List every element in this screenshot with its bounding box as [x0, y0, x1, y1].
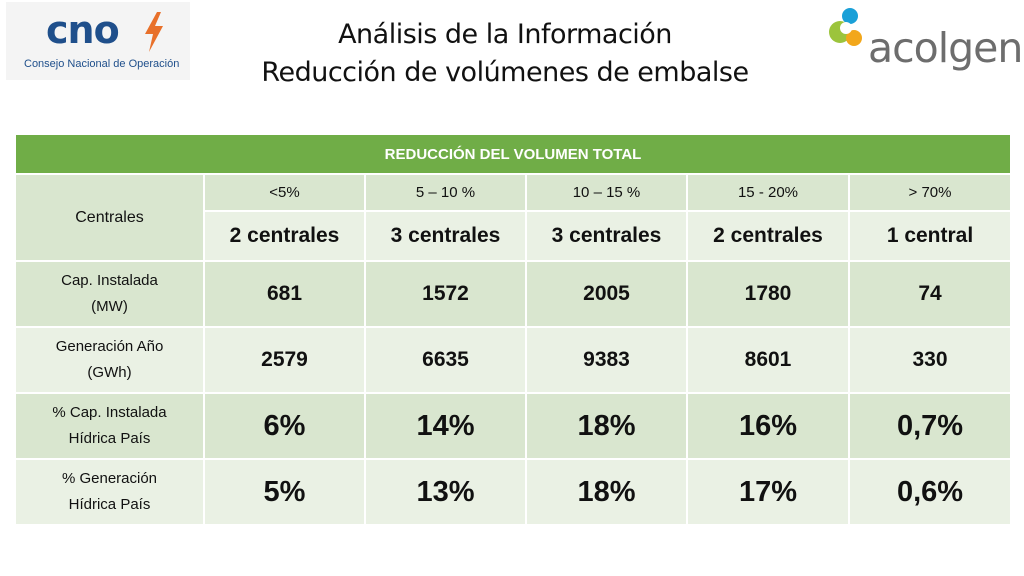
value-cell: 1780 — [686, 260, 850, 328]
table-row-counts: 2 centrales 3 centrales 3 centrales 2 ce… — [15, 210, 1013, 262]
acolgen-logo-word: acolgen — [868, 24, 1023, 72]
range-cell: 5 – 10 % — [364, 173, 527, 212]
cno-logo: cno Consejo Nacional de Operación — [6, 2, 190, 80]
value-cell: 2005 — [525, 260, 688, 328]
page-title: Análisis de la Información — [338, 19, 672, 50]
value-cell: 14% — [364, 392, 527, 460]
value-cell: 6% — [203, 392, 366, 460]
table-header: REDUCCIÓN DEL VOLUMEN TOTAL — [13, 133, 1013, 175]
cno-logo-word: cno — [46, 8, 120, 52]
lightning-bolt-icon — [145, 12, 163, 52]
acolgen-logo: acolgen — [824, 2, 1023, 78]
row-label: Cap. Instalada (MW) — [14, 260, 205, 328]
table-row-pct-cap: % Cap. Instalada Hídrica País 6% 14% 18%… — [14, 392, 1013, 460]
range-cell: <5% — [203, 173, 366, 212]
cno-logo-subtitle: Consejo Nacional de Operación — [24, 58, 180, 70]
table-row-cap-instalada: Cap. Instalada (MW) 681 1572 2005 1780 7… — [14, 260, 1013, 328]
count-cell: 1 central — [847, 210, 1013, 262]
value-cell: 9383 — [525, 326, 688, 394]
page-subtitle: Reducción de volúmenes de embalse — [261, 57, 749, 88]
value-cell: 16% — [686, 392, 850, 460]
centrales-label: Centrales — [14, 173, 205, 262]
value-cell: 330 — [847, 326, 1013, 394]
row-label: % Cap. Instalada Hídrica País — [14, 392, 205, 460]
count-cell: 2 centrales — [686, 210, 850, 262]
acolgen-swirl-icon — [829, 8, 862, 46]
value-cell: 1572 — [364, 260, 527, 328]
value-cell: 5% — [203, 458, 366, 526]
row-label: Generación Año (GWh) — [14, 326, 205, 394]
value-cell: 18% — [525, 458, 688, 526]
table-header-row: REDUCCIÓN DEL VOLUMEN TOTAL — [13, 133, 1013, 175]
range-cell: 15 - 20% — [686, 173, 850, 212]
value-cell: 13% — [364, 458, 527, 526]
value-cell: 6635 — [364, 326, 527, 394]
range-cell: > 70% — [847, 173, 1013, 212]
table-row-generacion: Generación Año (GWh) 2579 6635 9383 8601… — [14, 326, 1013, 394]
table-row-pct-gen: % Generación Hídrica País 5% 13% 18% 17%… — [14, 458, 1013, 526]
value-cell: 681 — [203, 260, 366, 328]
range-cell: 10 – 15 % — [525, 173, 688, 212]
count-cell: 3 centrales — [525, 210, 688, 262]
value-cell: 74 — [847, 260, 1013, 328]
value-cell: 0,6% — [847, 458, 1013, 526]
value-cell: 17% — [686, 458, 850, 526]
value-cell: 2579 — [203, 326, 366, 394]
value-cell: 18% — [525, 392, 688, 460]
value-cell: 0,7% — [847, 392, 1013, 460]
value-cell: 8601 — [686, 326, 850, 394]
reduction-table: REDUCCIÓN DEL VOLUMEN TOTAL Centrales <5… — [13, 133, 1013, 526]
count-cell: 2 centrales — [203, 210, 366, 262]
table-row-ranges: Centrales <5% 5 – 10 % 10 – 15 % 15 - 20… — [14, 173, 1013, 262]
row-label: % Generación Hídrica País — [14, 458, 205, 526]
count-cell: 3 centrales — [364, 210, 527, 262]
